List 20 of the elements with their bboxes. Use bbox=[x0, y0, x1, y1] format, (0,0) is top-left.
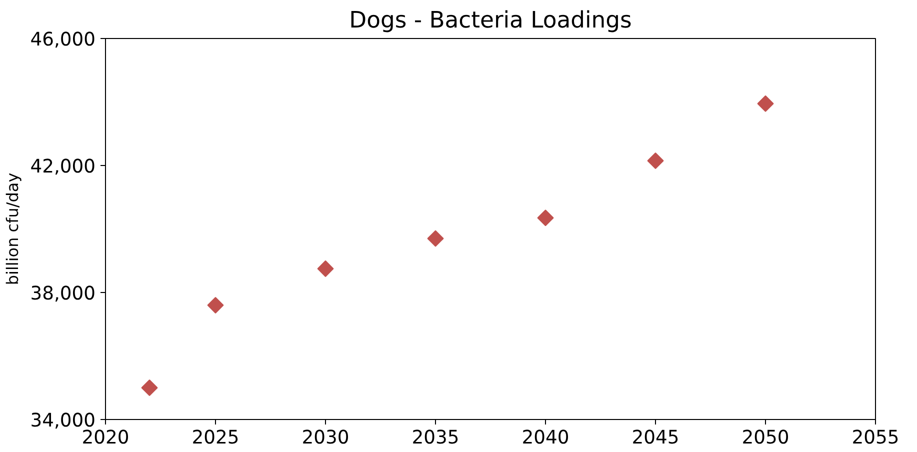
point bbox=[317, 260, 334, 277]
point bbox=[647, 152, 664, 170]
point bbox=[537, 210, 554, 226]
x-tick-label: 2050 bbox=[742, 428, 790, 448]
x-tick-label: 2040 bbox=[522, 428, 570, 448]
x-tick-label: 2045 bbox=[632, 428, 680, 448]
x-tick-label: 2020 bbox=[82, 428, 130, 448]
chart-title: Dogs - Bacteria Loadings bbox=[349, 8, 632, 34]
point bbox=[141, 379, 158, 396]
x-tick-label: 2025 bbox=[192, 428, 240, 448]
point bbox=[427, 230, 444, 247]
point bbox=[757, 95, 774, 112]
y-axis-title: billion cfu/day bbox=[3, 172, 22, 286]
point bbox=[207, 296, 224, 314]
y-tick-label: 42,000 bbox=[30, 156, 96, 178]
y-tick-label: 46,000 bbox=[30, 30, 96, 50]
x-tick-label: 2030 bbox=[302, 428, 350, 448]
x-tick-label: 2035 bbox=[412, 428, 460, 448]
x-tick-label: 2055 bbox=[852, 428, 900, 448]
y-tick-label: 38,000 bbox=[30, 284, 96, 304]
